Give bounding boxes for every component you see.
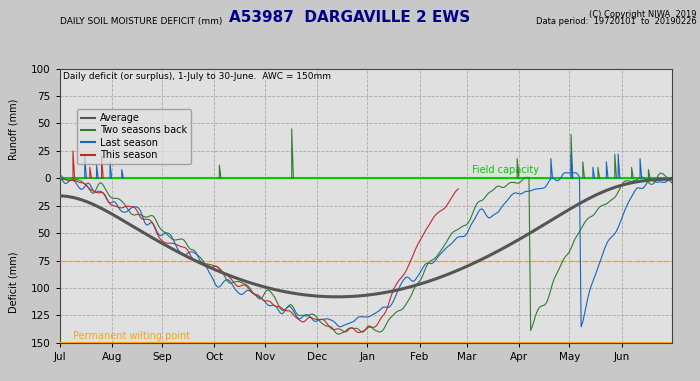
Text: DAILY SOIL MOISTURE DEFICIT (mm): DAILY SOIL MOISTURE DEFICIT (mm) — [60, 17, 222, 26]
Text: Runoff (mm): Runoff (mm) — [9, 98, 19, 160]
Text: (C) Copyright NIWA  2019: (C) Copyright NIWA 2019 — [589, 10, 696, 19]
Text: Permanent wilting point: Permanent wilting point — [73, 331, 190, 341]
Text: Data period:  19720101  to  20190226: Data period: 19720101 to 20190226 — [536, 17, 696, 26]
Text: Field capacity: Field capacity — [472, 165, 539, 175]
Text: A53987  DARGAVILLE 2 EWS: A53987 DARGAVILLE 2 EWS — [230, 10, 470, 24]
Legend: Average, Two seasons back, Last season, This season: Average, Two seasons back, Last season, … — [76, 109, 191, 164]
Text: Daily deficit (or surplus), 1-July to 30-June.  AWC = 150mm: Daily deficit (or surplus), 1-July to 30… — [63, 72, 331, 81]
Text: Deficit (mm): Deficit (mm) — [9, 252, 19, 313]
